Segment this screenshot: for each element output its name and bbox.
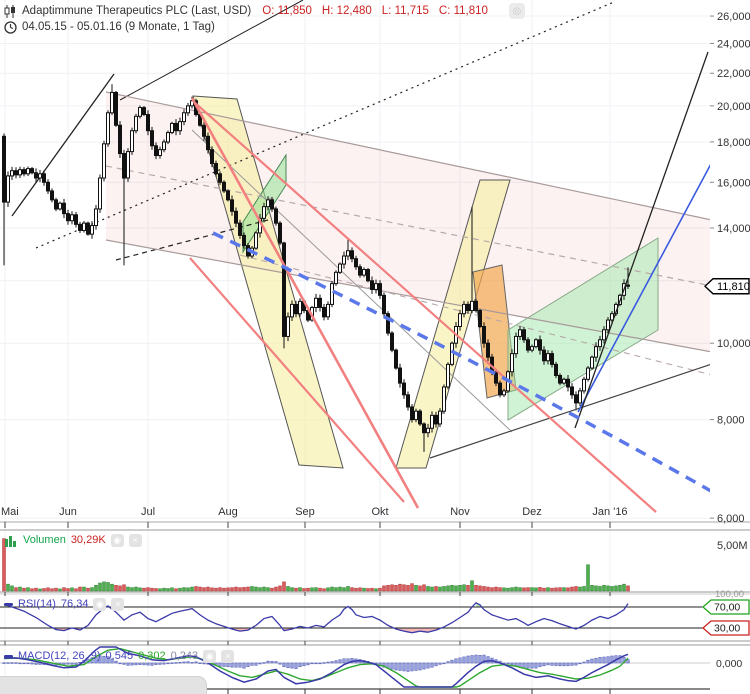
axis-label: Dez (522, 506, 542, 518)
chart-settings-icon[interactable]: ◎ (508, 3, 525, 19)
date-range: 04.05.15 - 05.01.16 (9 Monate, 1 Tag) (22, 21, 215, 33)
channel-top-line[interactable] (11, 73, 115, 217)
axis-label: 5,00M (717, 540, 748, 552)
axis-label: Aug (218, 506, 238, 518)
gray-dashed-warning[interactable] (239, 254, 712, 376)
upper-trendline[interactable] (119, 0, 304, 101)
blue-rising-line[interactable] (577, 162, 712, 413)
analysis-overlays[interactable] (11, 0, 712, 469)
axis-label: 10,000 (717, 338, 750, 350)
gray-fan-line[interactable] (191, 129, 513, 433)
axis-label: 24,000 (717, 38, 750, 50)
axis-label: 30,00 (714, 623, 740, 635)
axis-label: 8,000 (717, 415, 745, 427)
rsi-line (3, 601, 629, 634)
blue-dashed-trendline[interactable] (212, 231, 718, 495)
rsi-line-icon (4, 602, 13, 606)
rsi-value: 76,34 (60, 598, 89, 610)
pink-channel-lower[interactable] (105, 239, 712, 353)
macd-panel: 0,000 (0, 646, 742, 694)
macd-close-icon[interactable]: × (221, 649, 235, 663)
axis-label: 18,000 (717, 137, 750, 149)
rsi-settings-icon[interactable]: ◉ (93, 597, 107, 611)
time-axis: Mai Jun Jul Aug Sep Okt Nov Dez Jan '16 (0, 506, 750, 528)
open-value: O: 11,850 (262, 5, 312, 17)
instrument-title: Adaptimmune Therapeutics PLC (Last, USD) (22, 5, 252, 17)
axis-label: 16,000 (717, 177, 750, 189)
volume-settings-icon[interactable]: ◉ (110, 533, 124, 547)
volume-label: Volumen (23, 534, 66, 546)
macd-line (3, 646, 629, 688)
chart-header: Adaptimmune Therapeutics PLC (Last, USD)… (4, 3, 525, 35)
axis-label: 100,00 (715, 589, 744, 600)
axis-label: 22,000 (717, 68, 750, 80)
rsi-label: RSI(14) (18, 598, 56, 610)
yellow-channel-okt[interactable] (395, 179, 511, 469)
axis-label: 11,810 (717, 281, 750, 293)
axis-label: 70,00 (714, 602, 740, 614)
gray-support-line[interactable] (429, 352, 748, 459)
collapsed-panel-handle[interactable] (0, 676, 207, 694)
axis-label: Jun (59, 506, 77, 518)
low-value: L: 11,715 (381, 5, 429, 17)
axis-label: Nov (450, 506, 470, 518)
volume-value: 30,29K (70, 534, 106, 546)
axis-label: Jan '16 (592, 506, 627, 518)
volume-series (2, 538, 630, 592)
candlestick-icon (4, 4, 15, 18)
dashed-short-line[interactable] (115, 219, 269, 261)
macd-value: 0,545 (105, 650, 134, 662)
macd-panel-header: MACD(12, 26, 9) 0,545 0,302 0,243 ◉ × (4, 649, 235, 663)
axis-label: 20,000 (717, 101, 750, 113)
macd-signal-value: 0,302 (138, 650, 166, 662)
rsi-close-icon[interactable]: × (111, 597, 125, 611)
axis-label: 26,000 (717, 11, 750, 23)
last-price-tag: 11,810 (703, 278, 750, 295)
black-rising-line[interactable] (574, 51, 709, 429)
macd-line-icon (4, 654, 13, 658)
red-steep-line[interactable] (190, 97, 420, 509)
pink-channel-mid[interactable] (105, 165, 712, 287)
ohlc-values: O: 11,850 H: 12,480 L: 11,715 C: 11,810 (262, 5, 498, 17)
axis-label: Okt (371, 506, 388, 518)
macd-label: MACD(12, 26, 9) (18, 650, 101, 662)
volume-close-icon[interactable]: × (128, 533, 142, 547)
dotted-rising-line[interactable] (35, 1, 615, 249)
volume-panel-header: Volumen 30,29K ◉ × (4, 533, 142, 547)
rsi-panel-header: RSI(14) 76,34 ◉ × (4, 597, 125, 611)
axis-label: Sep (295, 506, 315, 518)
axis-label: 14,000 (717, 223, 750, 235)
macd-settings-icon[interactable]: ◉ (203, 649, 217, 663)
trendlines-over[interactable] (189, 51, 748, 513)
clock-icon (4, 20, 17, 34)
price-axis: 26,000 24,000 22,000 20,000 18,000 16,000 14,0… (710, 11, 750, 525)
red-long-line[interactable] (193, 101, 657, 513)
high-value: H: 12,480 (321, 5, 372, 17)
axis-label: Jul (141, 506, 155, 518)
grid (0, 0, 710, 688)
close-value: C: 11,810 (438, 5, 488, 17)
axis-label: Mai (1, 506, 19, 518)
red-mid-line[interactable] (189, 257, 405, 503)
axis-label: 0,000 (716, 658, 742, 670)
volume-icon (5, 535, 16, 547)
green-channel-dez[interactable] (507, 237, 659, 421)
macd-hist-value: 0,243 (170, 650, 199, 662)
axis-label: 6,000 (717, 513, 745, 525)
